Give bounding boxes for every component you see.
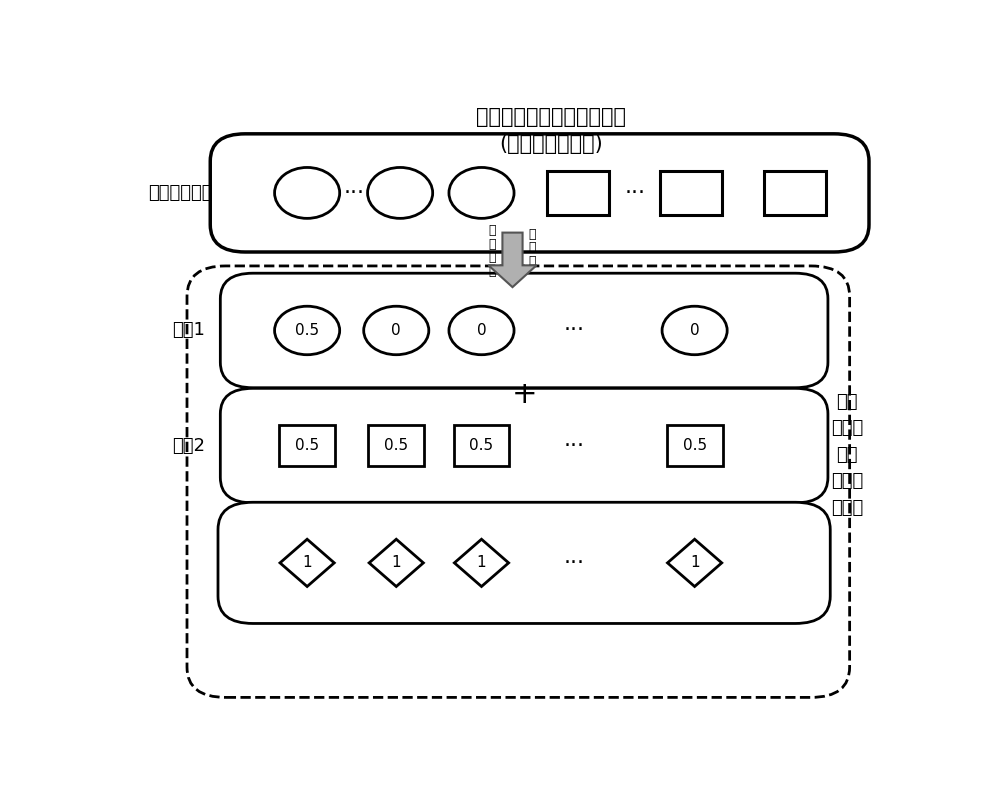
Text: 1: 1 bbox=[302, 556, 312, 571]
Ellipse shape bbox=[368, 168, 433, 218]
Text: ···: ··· bbox=[624, 183, 645, 203]
Bar bbox=[279, 425, 335, 466]
Ellipse shape bbox=[275, 306, 340, 355]
Polygon shape bbox=[369, 539, 423, 586]
Text: 0: 0 bbox=[477, 323, 486, 338]
FancyBboxPatch shape bbox=[218, 502, 830, 623]
Text: 样本来自第一个工况第一类: 样本来自第一个工况第一类 bbox=[476, 108, 626, 127]
FancyBboxPatch shape bbox=[210, 134, 869, 252]
Text: 0.5: 0.5 bbox=[295, 438, 319, 453]
Text: ···: ··· bbox=[564, 436, 585, 456]
Text: ···: ··· bbox=[564, 553, 585, 573]
Ellipse shape bbox=[449, 306, 514, 355]
Ellipse shape bbox=[275, 168, 340, 218]
Text: 特征
提取器
希望
鉴别器
的输出: 特征 提取器 希望 鉴别器 的输出 bbox=[831, 393, 863, 516]
Bar bbox=[660, 171, 722, 215]
Bar bbox=[454, 425, 509, 466]
Text: 1: 1 bbox=[477, 556, 486, 571]
FancyBboxPatch shape bbox=[187, 266, 850, 697]
Ellipse shape bbox=[449, 168, 514, 218]
Text: 0.5: 0.5 bbox=[469, 438, 494, 453]
Text: ···: ··· bbox=[343, 183, 364, 203]
Text: 1: 1 bbox=[690, 556, 699, 571]
Text: 0: 0 bbox=[391, 323, 401, 338]
Text: 0.5: 0.5 bbox=[295, 323, 319, 338]
Polygon shape bbox=[454, 539, 509, 586]
Text: +: + bbox=[511, 380, 537, 409]
Text: ···: ··· bbox=[564, 320, 585, 341]
Text: 0.5: 0.5 bbox=[384, 438, 408, 453]
Bar bbox=[368, 425, 424, 466]
Text: 工况1: 工况1 bbox=[172, 321, 205, 339]
Text: 0: 0 bbox=[690, 323, 699, 338]
Text: 1: 1 bbox=[391, 556, 401, 571]
Text: 改
变
形
状: 改 变 形 状 bbox=[489, 224, 496, 278]
Text: (以两个工况为例): (以两个工况为例) bbox=[499, 134, 603, 154]
Text: 工况2: 工况2 bbox=[172, 437, 205, 455]
Polygon shape bbox=[280, 539, 334, 586]
Ellipse shape bbox=[662, 306, 727, 355]
Bar bbox=[764, 171, 826, 215]
Text: 0.5: 0.5 bbox=[683, 438, 707, 453]
Text: 鉴别器输出层: 鉴别器输出层 bbox=[149, 184, 213, 202]
FancyBboxPatch shape bbox=[220, 273, 828, 388]
Text: 出
形
输: 出 形 输 bbox=[529, 227, 536, 268]
Polygon shape bbox=[488, 233, 537, 287]
Polygon shape bbox=[668, 539, 722, 586]
Ellipse shape bbox=[364, 306, 429, 355]
FancyBboxPatch shape bbox=[220, 388, 828, 503]
Bar bbox=[547, 171, 609, 215]
Bar bbox=[667, 425, 723, 466]
